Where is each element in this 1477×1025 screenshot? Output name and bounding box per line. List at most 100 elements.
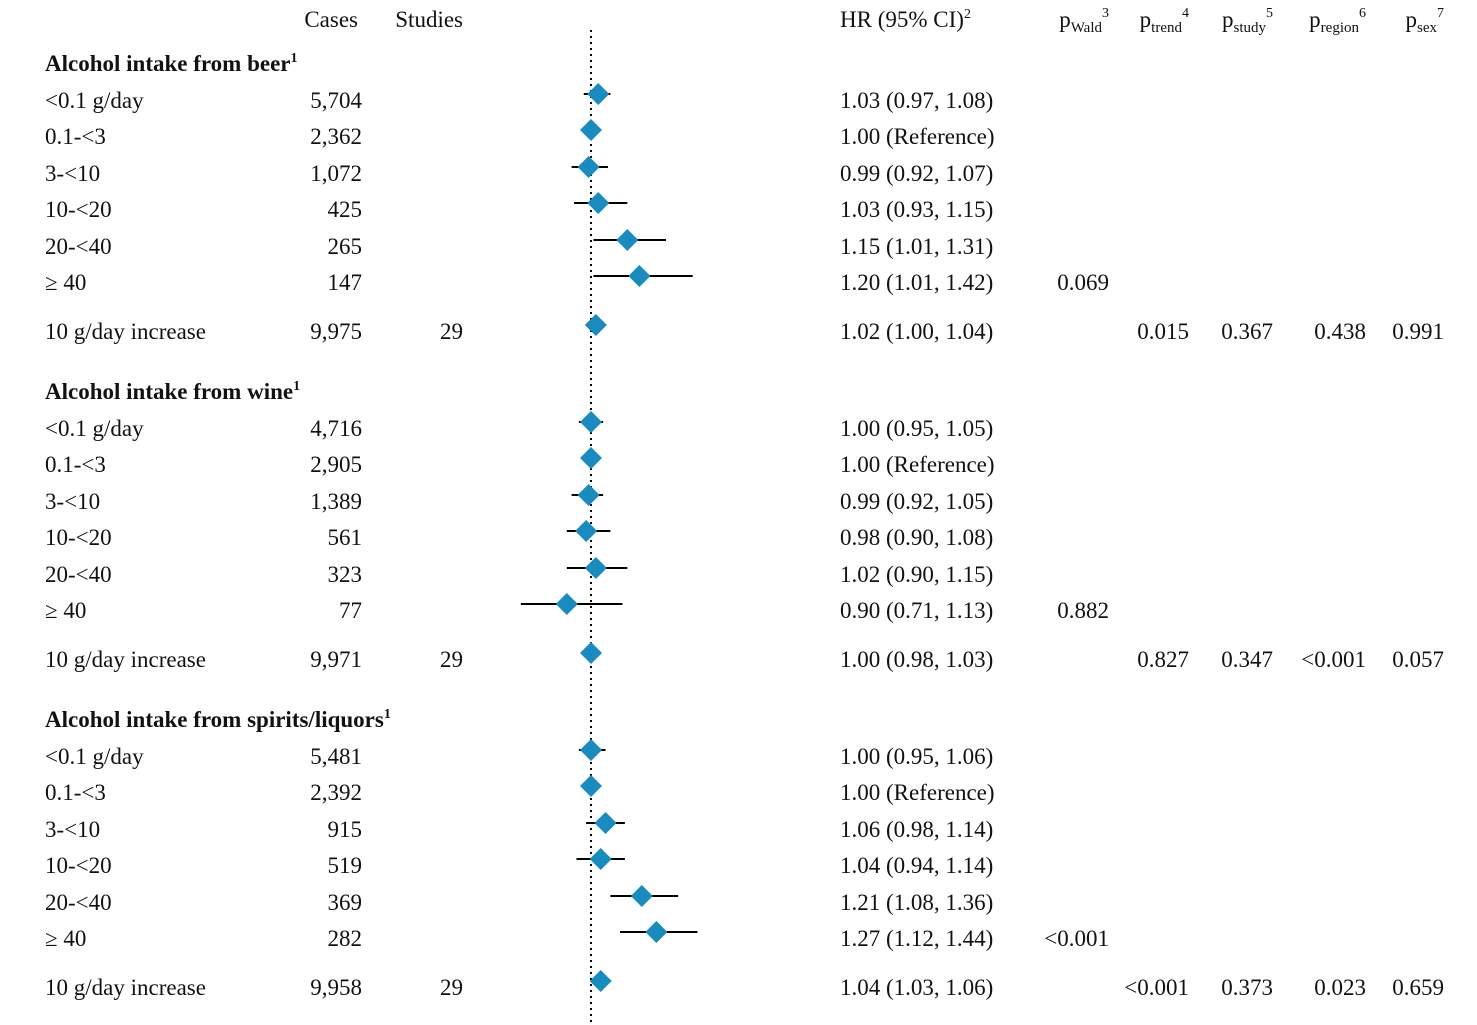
section-title: Alcohol intake from spirits/liquors1	[45, 707, 391, 732]
table-row: 3-<10 915 1.06 (0.98, 1.14)	[45, 817, 993, 842]
row-cases: 323	[328, 562, 363, 587]
hr-point	[589, 970, 612, 992]
table-row: ≥ 40 282 1.27 (1.12, 1.44) <0.001	[45, 926, 1109, 951]
section-title: Alcohol intake from wine1	[45, 379, 300, 404]
row-cases: 561	[328, 525, 363, 550]
row-cases: 5,704	[310, 88, 362, 113]
table-row: <0.1 g/day 5,481 1.00 (0.95, 1.06)	[45, 744, 993, 769]
header-p-superscript: 3	[1102, 6, 1109, 21]
header-p-letter: p	[1059, 7, 1071, 32]
header-p-letter: p	[1140, 7, 1152, 32]
row-hr-ci: 1.20 (1.01, 1.42)	[840, 270, 993, 295]
row-label: 10-<20	[45, 197, 112, 222]
row-p-sex: 0.991	[1392, 319, 1444, 344]
row-hr-ci: 0.99 (0.92, 1.07)	[840, 161, 993, 186]
row-studies: 29	[440, 975, 463, 1000]
row-label: 3-<10	[45, 161, 100, 186]
row-label: <0.1 g/day	[45, 88, 144, 113]
table-row: <0.1 g/day 4,716 1.00 (0.95, 1.05)	[45, 416, 993, 441]
row-label: 0.1-<3	[45, 452, 106, 477]
row-label: 10-<20	[45, 525, 112, 550]
header-p-Wald: pWald3	[1059, 6, 1109, 36]
row-hr-ci: 1.04 (0.94, 1.14)	[840, 853, 993, 878]
hr-point	[589, 848, 612, 870]
row-p-sex: 0.057	[1392, 647, 1444, 672]
row-hr-ci: 1.00 (0.95, 1.05)	[840, 416, 993, 441]
row-cases: 147	[328, 270, 363, 295]
table-row: 3-<10 1,072 0.99 (0.92, 1.07)	[45, 161, 993, 186]
section-title-text: Alcohol intake from beer	[45, 51, 291, 76]
header-p-letter: p	[1222, 7, 1234, 32]
row-label: 10 g/day increase	[45, 647, 206, 672]
row-hr-ci: 1.00 (0.98, 1.03)	[840, 647, 993, 672]
header-hr-sup: 2	[964, 7, 971, 22]
table-row: 0.1-<3 2,362 1.00 (Reference)	[45, 124, 995, 149]
hr-point	[587, 192, 610, 214]
row-label: 20-<40	[45, 890, 112, 915]
row-p-trend: 0.827	[1137, 647, 1189, 672]
row-label: <0.1 g/day	[45, 416, 144, 441]
table-row: 10 g/day increase 9,971 29 1.00 (0.98, 1.03…	[45, 647, 1444, 672]
row-studies: 29	[440, 647, 463, 672]
hr-point	[580, 739, 602, 761]
header-p-region: pregion6	[1309, 6, 1366, 36]
row-p-wald: 0.069	[1057, 270, 1109, 295]
header-p-trend: ptrend4	[1140, 6, 1189, 36]
row-hr-ci: 1.02 (0.90, 1.15)	[840, 562, 993, 587]
row-cases: 77	[339, 598, 362, 623]
row-p-region: <0.001	[1301, 647, 1366, 672]
hr-point	[630, 885, 653, 907]
section-title-text: Alcohol intake from spirits/liquors	[45, 707, 384, 732]
row-label: 10-<20	[45, 853, 112, 878]
row-label: 10 g/day increase	[45, 319, 206, 344]
row-cases: 519	[328, 853, 363, 878]
row-studies: 29	[440, 319, 463, 344]
header-hr: HR (95% CI)2	[840, 7, 971, 32]
header-p-subscript: Wald	[1071, 20, 1103, 36]
header-p-subscript: trend	[1151, 20, 1182, 36]
hr-point	[580, 411, 602, 433]
row-hr-ci: 1.15 (1.01, 1.31)	[840, 234, 993, 259]
row-cases: 369	[328, 890, 363, 915]
row-cases: 915	[328, 817, 363, 842]
row-cases: 265	[328, 234, 363, 259]
table-row: 10-<20 425 1.03 (0.93, 1.15)	[45, 197, 993, 222]
row-hr-ci: 1.03 (0.97, 1.08)	[840, 88, 993, 113]
row-label: 20-<40	[45, 234, 112, 259]
row-cases: 4,716	[310, 416, 362, 441]
hr-point	[580, 775, 602, 797]
table-row: 20-<40 265 1.15 (1.01, 1.31)	[45, 234, 993, 259]
row-label: ≥ 40	[45, 926, 86, 951]
row-hr-ci: 1.03 (0.93, 1.15)	[840, 197, 993, 222]
header-p-superscript: 4	[1182, 6, 1189, 21]
table-row: ≥ 40 147 1.20 (1.01, 1.42) 0.069	[45, 270, 1109, 295]
row-p-study: 0.373	[1221, 975, 1273, 1000]
hr-point	[594, 812, 617, 834]
table-row: 10-<20 519 1.04 (0.94, 1.14)	[45, 853, 993, 878]
section-title-sup: 1	[293, 379, 300, 394]
row-cases: 9,975	[310, 319, 362, 344]
table-row: ≥ 40 77 0.90 (0.71, 1.13) 0.882	[45, 598, 1109, 623]
row-cases: 9,958	[310, 975, 362, 1000]
row-cases: 9,971	[310, 647, 362, 672]
header-p-superscript: 7	[1437, 6, 1444, 21]
hr-point	[577, 156, 600, 178]
row-label: 10 g/day increase	[45, 975, 206, 1000]
hr-point	[580, 447, 602, 469]
table-row: 10 g/day increase 9,958 29 1.04 (1.03, 1.06…	[45, 975, 1444, 1000]
table-header: Cases Studies HR (95% CI)2 pWald3 ptrend4…	[304, 6, 1444, 36]
row-hr-ci: 1.06 (0.98, 1.14)	[840, 817, 993, 842]
section-title-text: Alcohol intake from wine	[45, 379, 293, 404]
header-p-letter: p	[1309, 7, 1321, 32]
row-p-trend: 0.015	[1137, 319, 1189, 344]
row-p-wald: 0.882	[1057, 598, 1109, 623]
row-hr-ci: 1.00 (Reference)	[840, 780, 995, 805]
row-label: 3-<10	[45, 489, 100, 514]
hr-point	[580, 119, 602, 141]
table-row: 3-<10 1,389 0.99 (0.92, 1.05)	[45, 489, 993, 514]
table-row: 10 g/day increase 9,975 29 1.02 (1.00, 1.04…	[45, 319, 1444, 344]
hr-point	[587, 83, 610, 105]
header-p-sex: psex7	[1406, 6, 1445, 36]
table-row: 10-<20 561 0.98 (0.90, 1.08)	[45, 525, 993, 550]
